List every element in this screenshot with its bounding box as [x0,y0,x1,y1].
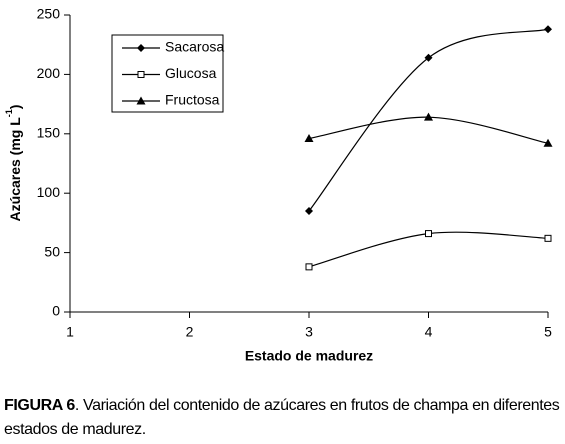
y-tick-label: 0 [52,303,60,319]
x-tick-label: 2 [186,324,194,340]
y-tick-label: 50 [44,243,60,259]
marker [544,234,552,242]
legend-marker [137,44,145,52]
marker [305,263,313,271]
series-line [308,28,549,212]
legend-marker [136,96,146,105]
y-tick-label: 100 [37,184,61,200]
marker [424,53,433,62]
x-tick-label: 1 [66,324,74,340]
chart: Estado de madurez Azúcares (mg L-1) 0 50 1… [4,6,553,364]
legend-label: Glucosa [165,65,217,81]
marker [543,138,553,147]
y-tick-label: 200 [37,65,61,81]
legend-label: Fructosa [165,92,220,108]
caption-label: FIGURA 6 [4,397,75,414]
x-axis-title: Estado de madurez [245,348,373,364]
marker [304,134,314,143]
y-title-sup: -1 [4,109,14,117]
y-title-part: Azúcares (mg L [7,117,23,222]
series-line [308,231,549,268]
marker [305,207,313,216]
marker [425,230,432,238]
x-tick-label: 4 [425,324,433,340]
marker [544,25,552,34]
x-tick-label: 3 [305,324,313,340]
x-tick-label: 5 [544,324,552,340]
marker [424,112,433,121]
legend-label: Sacarosa [165,39,224,55]
y-title-part: ) [7,105,23,110]
caption: FIGURA 6. Variación del contenido de azú… [4,394,564,442]
y-axis-title: Azúcares (mg L-1) [4,105,22,222]
series-line [308,116,549,144]
caption-text: . Variación del contenido de azúcares en… [4,397,560,438]
y-tick-label: 250 [37,6,61,22]
legend-marker [137,71,145,78]
y-tick-label: 150 [37,125,61,141]
